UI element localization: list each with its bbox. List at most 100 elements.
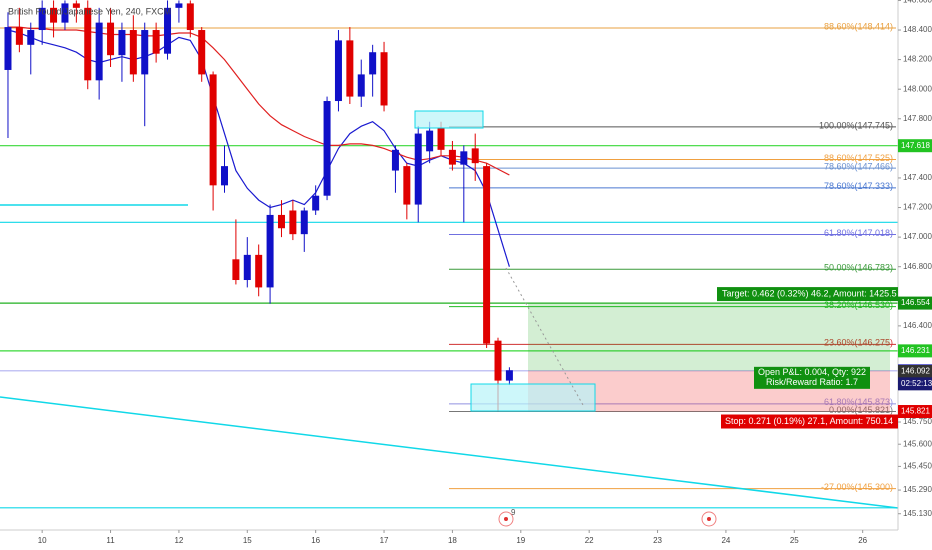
stop-label: Stop: 0.271 (0.19%) 27.1, Amount: 750.14 <box>725 416 893 426</box>
x-tick-label: 17 <box>380 536 389 545</box>
event-icon[interactable] <box>701 511 717 527</box>
price-tag-label: 147.618 <box>901 141 930 150</box>
x-tick-label: 19 <box>516 536 525 545</box>
y-tick-label: 148.000 <box>903 84 932 93</box>
candle-body <box>198 30 206 75</box>
fib-label: 78.60%(147.466) <box>824 162 893 172</box>
candle-body <box>414 133 422 205</box>
fib-label: -27.00%(145.300) <box>821 482 893 492</box>
candle-body <box>300 210 308 235</box>
symbol-legend: British Pound/Japanese Yen, 240, FXCM <box>8 6 171 16</box>
y-tick-label: 148.400 <box>903 25 932 34</box>
y-tick-label: 147.400 <box>903 173 932 182</box>
price-tag <box>898 405 932 419</box>
target-zone <box>528 303 890 371</box>
candle-body <box>346 40 354 97</box>
moving-average <box>7 29 510 267</box>
candle-body <box>277 214 285 229</box>
candle-body <box>232 259 240 281</box>
fib-label: 78.60%(147.333) <box>824 181 893 191</box>
candle-body <box>95 22 103 81</box>
candle-body <box>4 27 12 70</box>
fib-label: 88.60%(147.525) <box>824 153 893 163</box>
candle-body <box>483 166 491 344</box>
candle-body <box>391 149 399 171</box>
plot-area: 88.60%(148.414) 100.00%(147.745) 88.60%(14… <box>0 0 898 509</box>
candle-body <box>403 166 411 205</box>
candle-body <box>186 3 194 31</box>
x-tick-label: 10 <box>38 536 47 545</box>
fib-label: 23.60%(146.275) <box>824 338 893 348</box>
candle-body <box>152 30 160 54</box>
fib-label: 38.20%(146.530) <box>824 300 893 310</box>
fib-label: 50.00%(146.783) <box>824 263 893 273</box>
event-icon[interactable] <box>498 511 514 527</box>
candle-body <box>209 74 217 186</box>
candle-body <box>50 7 58 23</box>
candle-body <box>505 370 513 381</box>
price-tag-label: 146.092 <box>901 367 930 376</box>
candle-body <box>312 195 320 211</box>
candle-body <box>266 214 274 288</box>
x-tick-label: 11 <box>106 536 115 545</box>
candle-body <box>334 40 342 102</box>
candle-body <box>72 3 80 8</box>
moving-average <box>8 26 510 176</box>
trendline <box>0 396 899 509</box>
target-label-box <box>717 287 898 302</box>
stop-label-box <box>721 414 898 429</box>
y-tick-label: 145.130 <box>903 509 932 518</box>
candle-body <box>289 210 297 235</box>
y-tick-label: 148.600 <box>903 0 932 5</box>
event-icon-dot <box>504 517 508 521</box>
candle-body <box>255 254 263 288</box>
price-tag-label: 146.554 <box>901 298 930 307</box>
candle-body <box>494 340 502 381</box>
x-tick-label: 15 <box>243 536 252 545</box>
candle-body <box>15 27 23 45</box>
candle-body <box>107 22 115 56</box>
y-tick-label: 145.450 <box>903 462 932 471</box>
candle-body <box>118 30 126 56</box>
price-tag <box>898 344 932 358</box>
fib-label: 100.00%(147.745) <box>819 120 893 130</box>
x-tick-label: 23 <box>653 536 662 545</box>
fib-label: 88.60%(148.414) <box>824 21 893 31</box>
y-tick-label: 146.800 <box>903 262 932 271</box>
rectangle-drawing <box>470 383 596 412</box>
fib-label: 61.80%(145.873) <box>824 397 893 407</box>
rectangle-drawing <box>414 110 484 129</box>
candle-body <box>437 127 445 150</box>
candle-body <box>221 166 228 186</box>
y-tick-label: 147.200 <box>903 203 932 212</box>
candle-body <box>460 151 468 165</box>
y-tick-label: 147.800 <box>903 114 932 123</box>
countdown: 02:52:13 <box>901 379 932 388</box>
x-tick-label: 12 <box>174 536 183 545</box>
y-tick-label: 146.400 <box>903 321 932 330</box>
candle-body <box>448 149 456 165</box>
fib-label: 61.80%(147.018) <box>824 228 893 238</box>
candle-body <box>357 74 365 97</box>
candle-body <box>243 254 251 281</box>
candle-body <box>369 52 377 75</box>
fib-label: 0.00%(145.821) <box>829 405 893 415</box>
candle-body <box>164 7 172 54</box>
price-tag <box>898 364 932 378</box>
candle-body <box>323 101 331 196</box>
x-tick-label: 22 <box>585 536 594 545</box>
price-tag-label: 145.821 <box>901 407 930 416</box>
price-tag <box>898 139 932 153</box>
price-tag-label: 146.231 <box>901 346 930 355</box>
y-tick-label: 148.200 <box>903 55 932 64</box>
x-tick-label: 24 <box>721 536 730 545</box>
candle-body <box>61 3 69 23</box>
event-count: 9 <box>511 508 516 517</box>
ratio-label: Risk/Reward Ratio: 1.7 <box>766 377 858 387</box>
x-tick-label: 25 <box>790 536 799 545</box>
y-tick-label: 145.750 <box>903 417 932 426</box>
candle-body <box>175 3 183 8</box>
event-icon-dot <box>707 517 711 521</box>
candle-body <box>84 7 92 81</box>
